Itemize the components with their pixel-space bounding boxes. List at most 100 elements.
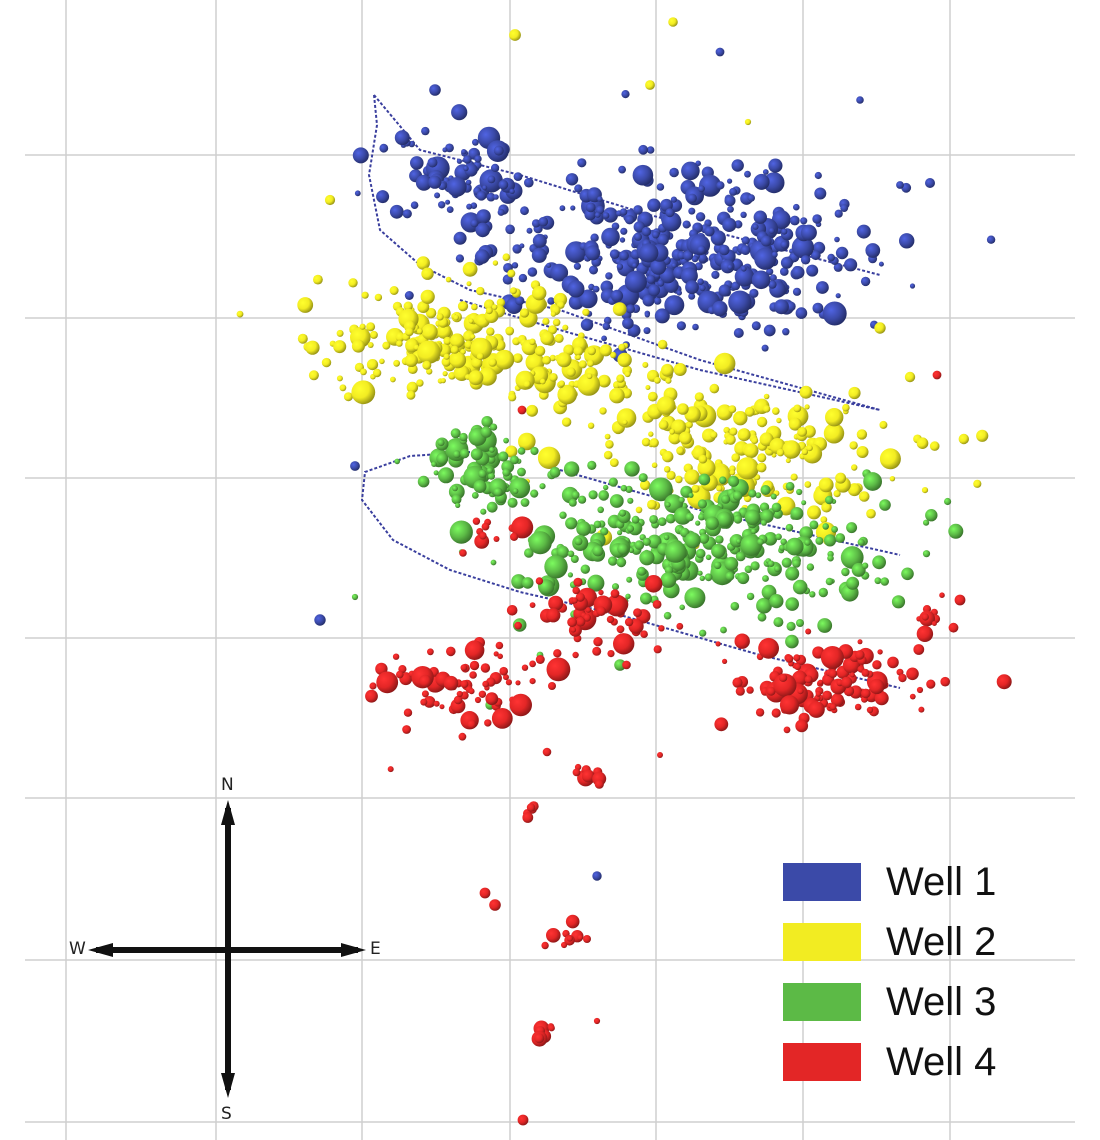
well-4-event: [546, 928, 561, 943]
well-4-event: [898, 673, 907, 683]
well-1-event: [421, 126, 430, 136]
well-1-event: [446, 177, 467, 197]
well-2-event: [668, 17, 678, 27]
well-3-event: [785, 537, 804, 556]
well-4-event: [583, 935, 591, 943]
well-4-event: [593, 1017, 601, 1025]
well-4-event: [758, 637, 779, 659]
well-3-event: [512, 488, 519, 494]
well-1-event: [822, 301, 847, 326]
well-2-event: [616, 374, 625, 383]
well-3-event: [556, 545, 570, 559]
well-1-event: [410, 156, 424, 170]
well-1-event: [611, 222, 620, 231]
legend-swatch-well-3: [783, 983, 861, 1021]
well-4-event: [939, 592, 945, 598]
well-1-event: [470, 219, 479, 228]
well-1-event: [641, 226, 652, 237]
well-1-event: [753, 173, 770, 190]
well-2-event: [879, 420, 888, 429]
well-1-event: [780, 240, 789, 249]
well-1-event: [734, 267, 755, 287]
well-1-event: [652, 231, 660, 239]
well-2-event: [929, 441, 940, 451]
well-1-event: [747, 194, 755, 202]
well-1-event: [781, 228, 788, 235]
well-4-event: [830, 693, 845, 707]
well-1-event: [715, 47, 725, 57]
well-3-event: [760, 509, 774, 523]
well-2-event: [549, 354, 556, 362]
well-3-event: [637, 566, 647, 576]
well-3-event: [663, 534, 670, 541]
well-4-event: [456, 690, 463, 698]
well-2-event: [889, 476, 896, 482]
well-2-event: [532, 286, 547, 301]
well-1-event: [697, 245, 706, 254]
well-3-event: [673, 507, 692, 525]
well-4-event: [548, 595, 564, 611]
well-1-event: [592, 871, 602, 881]
well-3-event: [473, 480, 487, 493]
well-4-event: [548, 682, 556, 690]
well-1-event: [741, 236, 750, 245]
well-2-event: [605, 440, 614, 449]
well-2-event: [729, 469, 736, 476]
well-1-event: [602, 212, 610, 219]
well-4-event: [596, 606, 606, 616]
well-1-event: [574, 184, 583, 193]
well-3-event: [627, 497, 634, 504]
well-3-event: [698, 513, 706, 521]
well-3-event: [809, 591, 816, 598]
well-3-event: [626, 576, 633, 583]
well-4-event: [613, 633, 635, 655]
well-2-event: [820, 516, 828, 524]
well-2-event: [729, 427, 738, 436]
well-2-event: [668, 431, 682, 445]
well-3-event: [649, 515, 658, 524]
well-3-event: [452, 485, 458, 492]
well-3-event: [796, 488, 803, 496]
well-2-event: [416, 256, 430, 270]
well-3-event: [846, 522, 858, 534]
well-1-event: [740, 245, 751, 255]
well-1-event: [740, 211, 747, 218]
well-4-event: [779, 695, 800, 715]
well-2-event: [492, 260, 499, 266]
well-2-event: [679, 431, 692, 445]
well-3-event: [763, 532, 778, 546]
well-2-event: [425, 307, 437, 319]
well-1-event: [379, 143, 389, 153]
well-2-event: [491, 304, 498, 310]
well-4-event: [866, 706, 874, 714]
well-2-event: [382, 341, 391, 350]
well-2-event: [782, 440, 801, 459]
well-3-event: [781, 557, 792, 568]
well-4-event: [469, 660, 480, 671]
well-2-event: [554, 333, 564, 343]
well-4-event: [396, 670, 404, 679]
well-3-event: [857, 538, 865, 546]
well-4-event: [921, 613, 929, 621]
well-1-event: [814, 187, 827, 200]
well-1-event: [376, 190, 390, 204]
well-1-event: [763, 172, 785, 194]
well-3-event: [841, 567, 850, 577]
well-4-event: [854, 703, 862, 711]
well-4-event: [521, 664, 529, 671]
well-1-event: [727, 178, 733, 184]
well-2-event: [421, 267, 434, 280]
well-3-event: [616, 557, 627, 568]
well-2-event: [556, 352, 572, 368]
well-2-event: [866, 508, 876, 519]
well-1-event: [465, 179, 472, 186]
well-1-event: [810, 250, 821, 261]
well-3-event: [617, 543, 629, 555]
well-1-event: [527, 267, 538, 277]
well-1-event: [625, 304, 636, 314]
well-1-event: [486, 192, 496, 202]
well-3-event: [732, 490, 743, 501]
well-1-event: [844, 258, 858, 272]
well-1-event: [791, 266, 805, 279]
well-1-event: [509, 188, 515, 194]
